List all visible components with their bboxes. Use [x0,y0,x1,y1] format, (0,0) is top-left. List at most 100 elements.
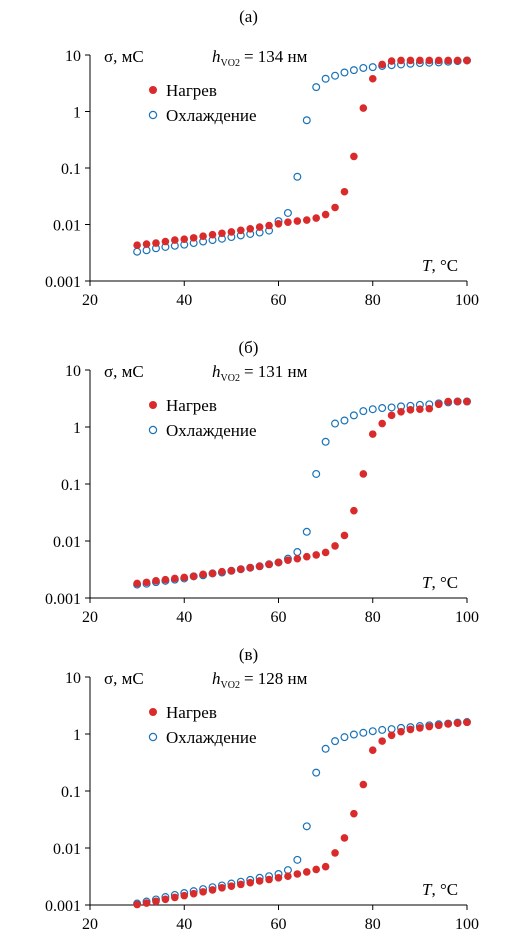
data-point-cooling [293,855,302,864]
thickness-value: = 128 нм [244,669,308,688]
data-point-heating [284,218,292,226]
y-tick-label: 1 [73,727,81,744]
x-axis-label: T, °C [422,573,458,592]
data-point-heating [321,210,330,219]
data-point-heating [246,878,255,887]
data-point-cooling [387,725,396,734]
data-point-heating [453,56,462,65]
x-axis-variable: T [422,256,433,275]
data-point-heating [161,895,170,904]
data-point-heating [208,886,217,894]
data-point-heating [293,870,302,878]
data-point-heating [331,203,339,212]
x-tick-label: 80 [365,916,381,933]
data-point-cooling [387,403,396,412]
data-point-heating [133,900,141,909]
data-point-heating [425,404,434,413]
data-point-heating [284,556,292,565]
data-point-heating [312,551,321,559]
data-point-heating [255,562,264,571]
thickness-subscript: VO2 [221,680,240,691]
thickness-symbol: h [212,47,221,66]
x-tick-label: 40 [176,916,192,933]
data-point-heating [453,719,462,727]
x-tick-label: 60 [271,609,287,626]
x-tick-label: 60 [271,916,287,933]
data-point-heating [152,239,160,247]
y-tick-label: 0.1 [61,784,81,801]
data-point-heating [378,737,386,745]
data-point-heating [189,889,198,898]
data-point-heating [350,506,358,515]
x-axis-label: T, °C [422,880,458,899]
data-point-heating [255,877,264,885]
data-point-heating [406,406,415,414]
thickness-symbol: h [212,362,221,381]
data-point-heating [321,862,330,871]
data-point-heating [387,731,396,740]
data-point-cooling [312,83,321,92]
data-point-heating [406,56,415,65]
y-tick-label: 10 [65,48,81,65]
data-point-cooling [331,737,340,746]
legend-marker-heating [149,86,157,94]
y-tick-label: 1 [73,105,81,122]
data-point-heating [350,809,358,818]
data-point-heating [133,241,141,250]
data-point-cooling [331,419,340,428]
data-point-heating [387,411,396,420]
y-tick-label: 0.001 [45,591,81,608]
data-point-cooling [133,247,142,256]
data-point-heating [434,400,443,409]
data-point-heating [227,567,236,575]
data-point-heating [171,893,179,902]
data-point-heating [218,884,226,892]
data-point-heating [340,187,349,196]
x-tick-label: 20 [82,609,98,626]
y-tick-label: 0.01 [53,534,81,551]
data-point-heating [463,718,471,727]
x-tick-label: 80 [365,609,381,626]
data-point-heating [265,875,273,884]
panel-label: (а) [239,7,258,26]
thickness-subscript: VO2 [221,58,240,69]
data-point-heating [434,56,443,65]
y-tick-label: 10 [65,670,81,687]
data-point-heating [171,574,179,583]
x-tick-label: 20 [82,292,98,309]
data-point-heating [161,237,170,246]
x-tick-label: 40 [176,609,192,626]
y-axis-label: σ, мС [104,362,144,381]
data-point-heating [359,780,368,789]
data-point-heating [161,575,170,584]
x-tick-label: 80 [365,292,381,309]
y-tick-label: 0.1 [61,477,81,494]
data-point-heating [152,897,160,906]
data-point-cooling [349,66,358,75]
data-point-cooling [302,116,311,125]
data-point-cooling [312,469,321,478]
data-point-heating [189,234,198,242]
legend-label: Охлаждение [166,728,257,747]
data-point-heating [199,232,207,241]
data-point-cooling [340,68,349,77]
y-tick-label: 0.001 [45,274,81,291]
data-point-heating [180,573,189,582]
data-point-cooling [368,405,377,414]
data-point-heating [246,563,255,572]
thickness-label: hVO2 = 134 нм [212,47,308,69]
data-point-heating [312,865,321,874]
data-point-heating [237,880,245,889]
data-point-heating [302,552,311,561]
x-tick-label: 40 [176,292,192,309]
data-point-heating [218,229,226,238]
data-point-cooling [302,822,311,831]
data-point-cooling [340,416,349,425]
x-tick-label: 100 [455,609,479,626]
thickness-label: hVO2 = 131 нм [212,362,308,384]
data-point-heating [142,578,151,587]
data-point-heating [208,569,217,578]
